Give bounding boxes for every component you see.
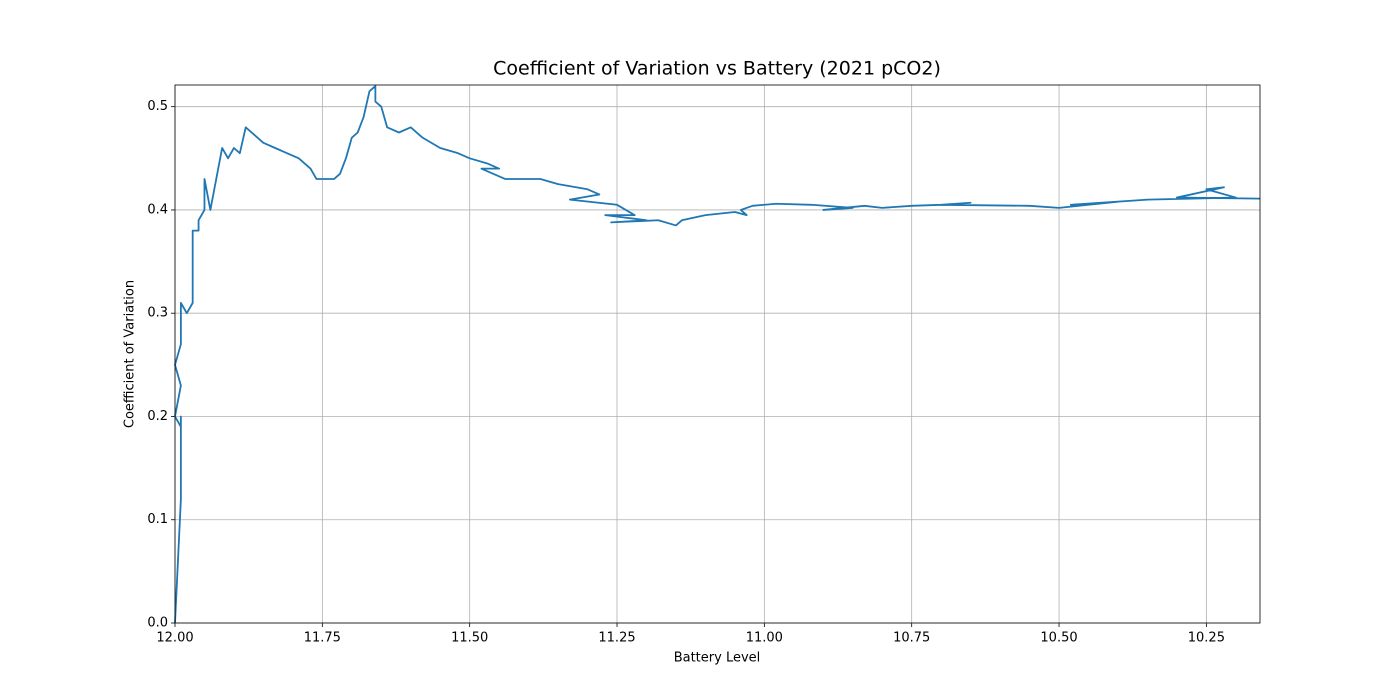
y-tick-label: 0.4	[147, 202, 168, 217]
y-tick-label: 0.2	[147, 409, 168, 424]
y-tick-label: 0.5	[147, 99, 168, 114]
data-line	[174, 85, 1261, 624]
x-tick-label: 11.00	[746, 631, 783, 646]
y-tick-label: 0.1	[147, 512, 168, 527]
y-tick-label: 0.0	[147, 616, 168, 631]
x-axis-label: Battery Level	[674, 651, 761, 666]
y-tick-label: 0.3	[147, 306, 168, 321]
plot-frame	[174, 84, 1261, 624]
x-tick-label: 11.75	[304, 631, 341, 646]
y-axis-label: Coefficient of Variation	[123, 280, 138, 428]
chart-title: Coefficient of Variation vs Battery (202…	[493, 58, 941, 80]
x-tick-label: 10.50	[1040, 631, 1077, 646]
x-tick-label: 11.25	[598, 631, 635, 646]
x-tick-label: 12.00	[156, 631, 193, 646]
x-tick-label: 10.75	[893, 631, 930, 646]
x-tick-label: 10.25	[1188, 631, 1225, 646]
x-tick-label: 11.50	[451, 631, 488, 646]
